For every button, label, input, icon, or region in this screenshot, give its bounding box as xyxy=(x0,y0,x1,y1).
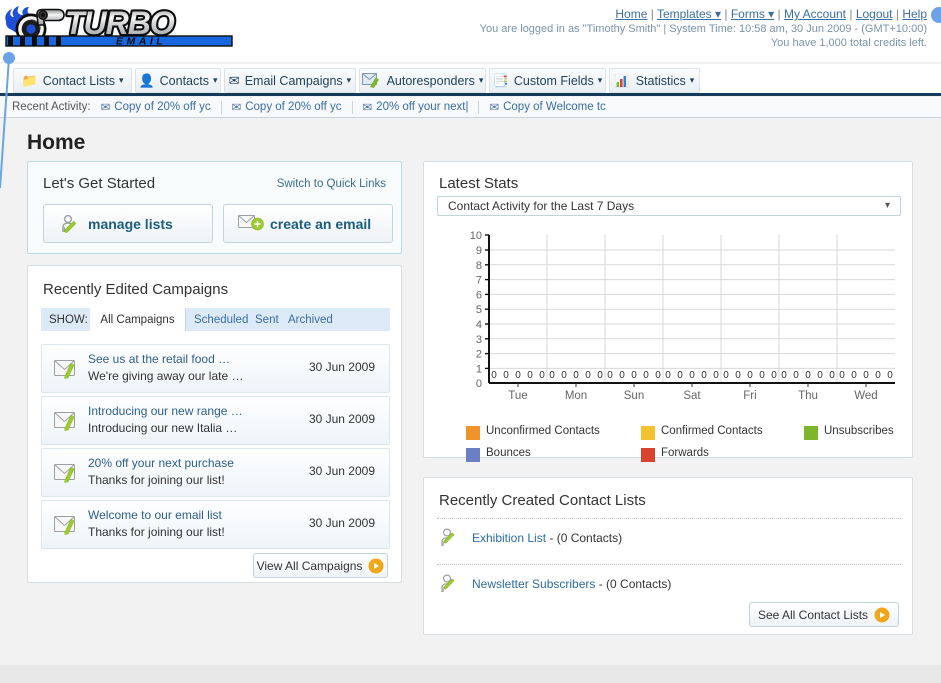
svg-text:0: 0 xyxy=(655,370,661,381)
svg-text:3: 3 xyxy=(476,334,482,346)
svg-text:0: 0 xyxy=(723,370,729,381)
svg-text:Tue: Tue xyxy=(508,390,527,402)
svg-text:0: 0 xyxy=(839,370,845,381)
svg-text:0: 0 xyxy=(805,370,811,381)
svg-text:9: 9 xyxy=(476,245,482,257)
svg-text:4: 4 xyxy=(476,319,482,331)
svg-text:0: 0 xyxy=(643,370,649,381)
svg-text:0: 0 xyxy=(631,370,637,381)
svg-text:Sun: Sun xyxy=(624,390,644,402)
svg-text:0: 0 xyxy=(515,370,521,381)
svg-text:0: 0 xyxy=(829,370,835,381)
svg-text:0: 0 xyxy=(875,370,881,381)
svg-text:0: 0 xyxy=(607,370,613,381)
svg-text:0: 0 xyxy=(713,370,719,381)
svg-text:8: 8 xyxy=(476,260,482,272)
svg-text:0: 0 xyxy=(817,370,823,381)
svg-text:0: 0 xyxy=(665,370,671,381)
svg-text:0: 0 xyxy=(597,370,603,381)
svg-text:0: 0 xyxy=(759,370,765,381)
svg-text:0: 0 xyxy=(781,370,787,381)
svg-text:7: 7 xyxy=(476,275,482,287)
svg-text:0: 0 xyxy=(793,370,799,381)
svg-text:0: 0 xyxy=(573,370,579,381)
svg-text:Wed: Wed xyxy=(854,390,877,402)
svg-text:0: 0 xyxy=(863,370,869,381)
svg-text:0: 0 xyxy=(503,370,509,381)
svg-text:Mon: Mon xyxy=(565,390,587,402)
svg-text:0: 0 xyxy=(476,378,482,390)
svg-text:0: 0 xyxy=(619,370,625,381)
svg-text:Sat: Sat xyxy=(683,390,701,402)
svg-text:0: 0 xyxy=(771,370,777,381)
svg-text:2: 2 xyxy=(476,349,482,361)
svg-text:EMAIL: EMAIL xyxy=(116,36,166,48)
svg-text:0: 0 xyxy=(561,370,567,381)
svg-text:0: 0 xyxy=(539,370,545,381)
svg-text:0: 0 xyxy=(677,370,683,381)
svg-text:0: 0 xyxy=(735,370,741,381)
svg-text:Thu: Thu xyxy=(798,390,818,402)
svg-text:1: 1 xyxy=(476,363,482,375)
svg-text:0: 0 xyxy=(689,370,695,381)
svg-text:0: 0 xyxy=(585,370,591,381)
svg-text:0: 0 xyxy=(701,370,707,381)
svg-text:0: 0 xyxy=(887,370,893,381)
svg-text:10: 10 xyxy=(470,230,482,242)
svg-text:5: 5 xyxy=(476,304,482,316)
svg-text:6: 6 xyxy=(476,289,482,301)
svg-text:Fri: Fri xyxy=(743,390,756,402)
svg-text:0: 0 xyxy=(851,370,857,381)
svg-text:0: 0 xyxy=(527,370,533,381)
svg-text:0: 0 xyxy=(549,370,555,381)
svg-text:0: 0 xyxy=(491,370,497,381)
svg-text:0: 0 xyxy=(747,370,753,381)
